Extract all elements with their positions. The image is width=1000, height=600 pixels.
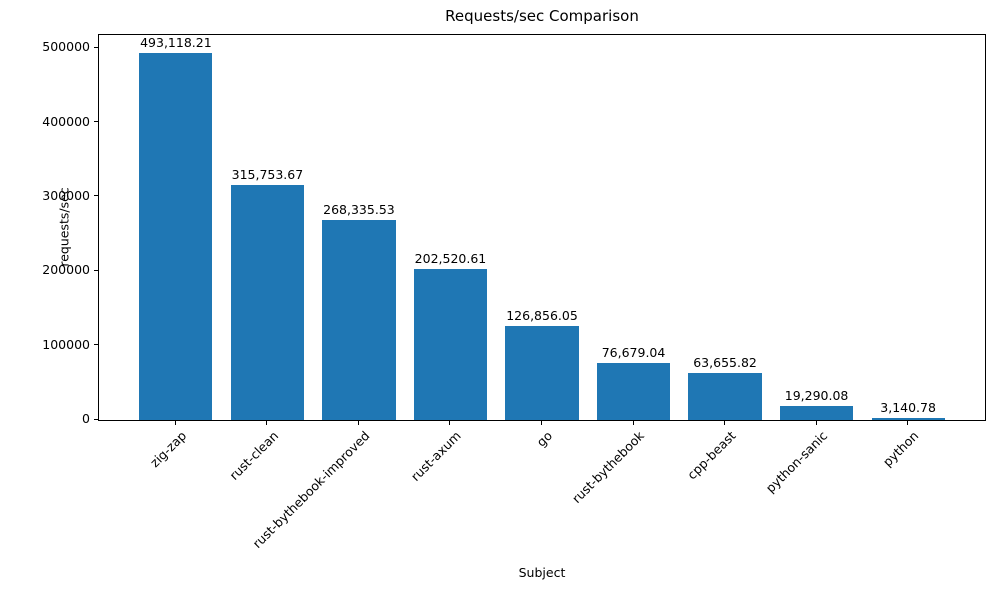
bar-value-label: 126,856.05 [506,307,578,323]
bar-python [871,417,945,420]
bar-value-label: 493,118.21 [140,35,212,51]
x-tick-label-python: python [880,428,922,470]
y-tick-mark [94,195,98,197]
y-tick-label: 0 [82,411,90,426]
bar-rust-axum [413,269,488,420]
plot-area: 493,118.21 315,753.67 268,335.53 202,520.61… [98,34,986,421]
x-tick-mark [266,421,268,425]
bar-value-label: 202,520.61 [414,251,487,267]
bar-value-label: 19,290.08 [784,387,849,403]
x-tick-mark [907,421,909,425]
x-tick-mark [449,421,451,425]
bar-rust-bythebook [596,362,671,420]
x-tick-mark [541,421,542,425]
y-tick-label: 200000 [42,262,90,278]
x-tick-mark [724,421,726,425]
y-tick-label: 500000 [42,39,90,55]
x-tick-label-python-sanic: python-sanic [762,428,831,496]
x-tick-label-rust-bythebook: rust-bythebook [569,428,648,507]
bar-value-label: 3,140.78 [880,399,936,415]
bar-python-sanic [779,405,854,420]
bar-value-label: 268,335.53 [323,202,395,218]
x-tick-mark [174,421,176,425]
x-tick-label-rust-axum: rust-axum [408,428,465,484]
y-tick-mark [94,46,98,48]
x-tick-label-rust-clean: rust-clean [226,428,282,483]
bar-rust-bythebook-improved [322,220,396,420]
bar-value-label: 315,753.67 [231,167,304,183]
x-tick-label-zig-zap: zig-zap [147,428,190,471]
y-tick-mark [94,269,98,271]
bar-rust-clean [230,185,305,420]
y-tick-mark [94,418,98,420]
x-tick-mark [632,421,634,425]
bar-go [505,325,579,420]
x-axis-label: Subject [518,565,566,580]
y-tick-label: 100000 [42,336,90,352]
x-tick-mark [815,421,817,425]
y-tick-mark [94,121,98,123]
y-tick-label: 400000 [42,113,90,129]
bar-zig-zap [139,53,213,420]
y-tick-mark [94,344,98,346]
x-tick-label-go: go [533,428,556,450]
y-tick-label: 300000 [42,187,90,203]
x-tick-mark [357,421,359,425]
chart-title: Requests/sec Comparison [445,7,639,25]
x-tick-label-cpp-beast: cpp-beast [684,428,739,483]
bar-value-label: 63,655.82 [693,354,757,370]
bar-cpp-beast [688,372,762,420]
bar-value-label: 76,679.04 [601,344,666,360]
